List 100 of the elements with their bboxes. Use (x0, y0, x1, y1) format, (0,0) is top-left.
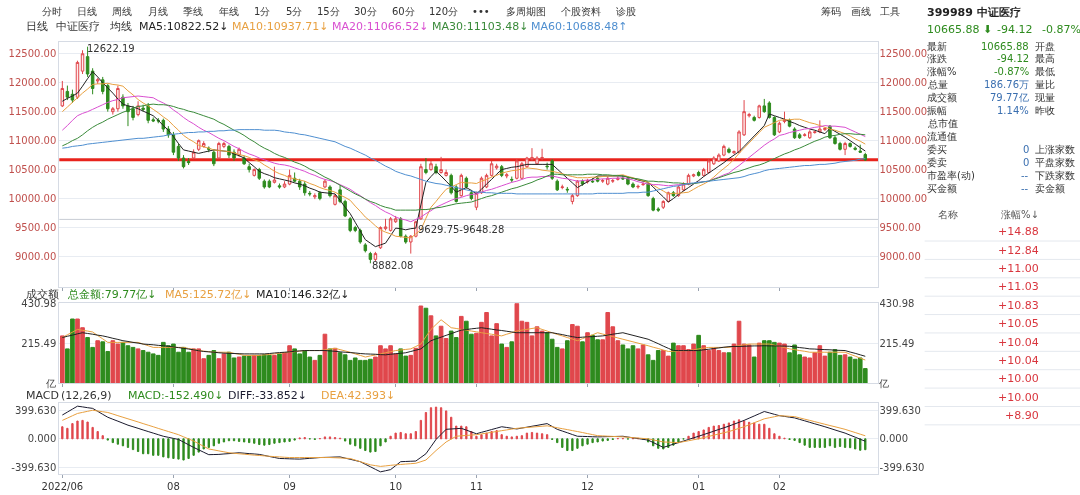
y-tick-label: 215.49 (21, 337, 57, 349)
text: 工具 (880, 6, 900, 17)
text: 1分 (254, 6, 271, 17)
text: 委卖 (927, 157, 947, 168)
text: +10.83 (998, 299, 1039, 312)
text: MACD (26, 389, 59, 402)
text: 总量 (927, 79, 948, 90)
x-tick-label: 10 (389, 481, 402, 493)
text: 年线 (219, 6, 239, 17)
text: +11.03 (998, 280, 1039, 293)
text: 10665.88 ⬇ (927, 23, 993, 36)
text: -- (1021, 183, 1029, 194)
y2-tick-label: -399.630 (879, 461, 925, 473)
x-tick-label: 09 (283, 481, 296, 493)
text: 个股资料 (561, 6, 601, 17)
text: 79.77亿 (990, 92, 1029, 103)
x-tick-label: 11 (470, 481, 483, 493)
text: MA10:146.32亿↓ (256, 288, 350, 301)
text: MA5:125.72亿↓ (165, 288, 252, 301)
text: 委买 (927, 144, 947, 155)
text: MA30:11103.48↓ (432, 20, 529, 33)
y-tick-label: -399.630 (11, 461, 57, 473)
y2-tick-label: 430.98 (879, 297, 915, 309)
y-tick-label: 10000.00 (8, 193, 57, 205)
text: 120分 (429, 6, 459, 17)
y-tick-label: 亿 (45, 377, 57, 389)
text: MA5:10822.52↓ (139, 20, 229, 33)
text: 5分 (286, 6, 303, 17)
text: 筹码 (821, 6, 841, 17)
y-tick-label: 11500.00 (8, 106, 57, 118)
text: ••• (472, 6, 490, 17)
text: +10.05 (998, 317, 1039, 330)
text: 诊股 (616, 6, 636, 17)
annotation: 8882.08 (372, 260, 414, 271)
text: +10.00 (998, 391, 1039, 404)
y2-tick-label: 10000.00 (879, 193, 928, 205)
y-tick-label: 12000.00 (8, 77, 57, 89)
x-tick-label: 02 (773, 481, 786, 493)
text: 卖金额 (1035, 183, 1065, 194)
text: +8.90 (1005, 409, 1039, 422)
y2-tick-label: 12500.00 (879, 48, 928, 60)
text: 60分 (392, 6, 415, 17)
text: 最高 (1035, 53, 1055, 64)
text: 均线 (109, 20, 132, 33)
text: 15分 (317, 6, 340, 17)
text: 0 (1023, 144, 1030, 155)
y2-tick-label: 11500.00 (879, 106, 928, 118)
y-tick-label: 9000.00 (14, 250, 57, 262)
y-tick-label: 399.630 (14, 404, 57, 416)
text: 399989 中证医疗 (927, 6, 1021, 19)
text: -94.12 (997, 23, 1033, 36)
text: MA10:10937.71↓ (232, 20, 329, 33)
text: 最低 (1035, 66, 1055, 77)
text: MA60:10688.48↑ (531, 20, 628, 33)
series-label: 总金额:79.77亿↓ (67, 288, 157, 301)
text: 平盘家数 (1035, 157, 1075, 168)
y2-tick-label: 9000.00 (879, 250, 921, 262)
text: 昨收 (1035, 105, 1055, 116)
text: 市盈率(动) (927, 170, 975, 181)
text: -94.12 (997, 53, 1030, 64)
text: +11.00 (998, 262, 1039, 275)
x-tick-label: 12 (581, 481, 594, 493)
text: 30分 (354, 6, 377, 17)
text: +10.04 (998, 336, 1039, 349)
text: 上涨家数 (1035, 144, 1075, 155)
text: 周线 (112, 6, 132, 17)
text: 成交额 (927, 92, 957, 103)
text: 季线 (183, 6, 203, 17)
text: 量比 (1035, 79, 1055, 90)
text: 开盘 (1035, 41, 1055, 52)
y2-tick-label: 399.630 (879, 404, 921, 416)
text: DIFF:-33.852↓ (228, 389, 307, 402)
text: 月线 (148, 6, 168, 17)
text: 最新 (927, 41, 947, 52)
text: 现量 (1035, 92, 1055, 103)
y2-tick-label: 9500.00 (879, 222, 921, 234)
text: +12.84 (998, 244, 1039, 257)
annotation: 9629.75-9648.28 (418, 224, 505, 235)
text: 多周期图 (506, 6, 546, 17)
text: -0.87% (1042, 23, 1080, 36)
text: 涨幅% (927, 66, 957, 77)
text: -- (1021, 170, 1029, 181)
y-tick-label: 12500.00 (8, 48, 57, 60)
text: (12,26,9) (61, 389, 112, 402)
text: 1.14% (997, 105, 1029, 116)
text: -0.87% (994, 66, 1030, 77)
text: 涨跌 (927, 53, 947, 64)
text: 总市值 (927, 118, 958, 129)
annotation: 12622.19 (87, 43, 135, 54)
text: MACD:-152.490↓ (128, 389, 224, 402)
text: 涨幅%↓ (1001, 209, 1039, 220)
text: 日线 (26, 20, 48, 33)
x-tick-label: 2022/06 (41, 481, 84, 493)
y2-tick-label: 12000.00 (879, 77, 928, 89)
text: +10.04 (998, 354, 1039, 367)
x-tick-label: 01 (692, 481, 706, 493)
y2-tick-label: 11000.00 (879, 135, 928, 147)
text: 中证医疗 (56, 20, 100, 33)
text: 186.76万 (984, 79, 1029, 90)
text: MA20:11066.52↓ (332, 20, 429, 33)
